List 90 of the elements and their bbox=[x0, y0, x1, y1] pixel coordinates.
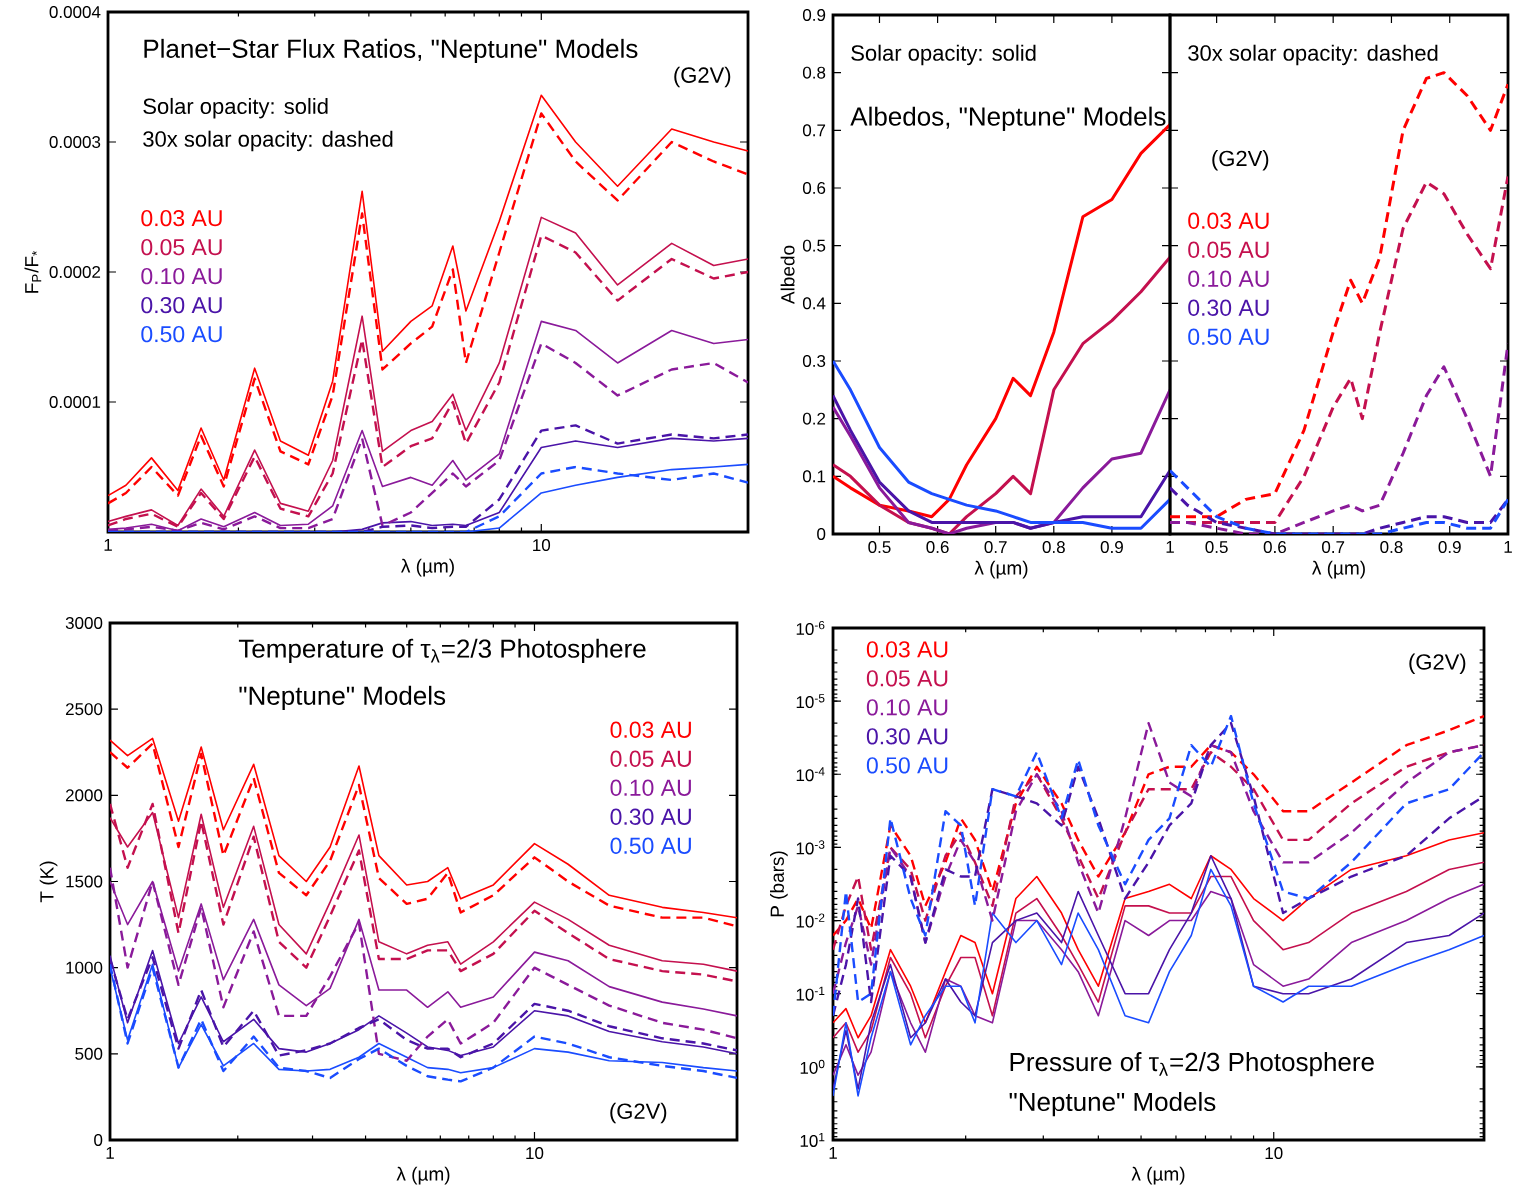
annotation: (G2V) bbox=[610, 1102, 667, 1124]
x-tick-label: 0.7 bbox=[984, 541, 1007, 554]
text: 0.50 AU bbox=[1188, 328, 1269, 345]
y-axis-title: F$_{P}$/F$_{*}$ bbox=[24, 250, 42, 293]
text: 0.50 AU bbox=[866, 757, 948, 774]
x-tick-label: 0.5 bbox=[1205, 541, 1228, 554]
y-tick-label: 2000 bbox=[65, 789, 103, 802]
text: 0.03 AU bbox=[1188, 212, 1269, 229]
x-tick-label: 0.6 bbox=[1263, 541, 1286, 554]
annotation: (G2V) bbox=[674, 66, 731, 88]
text: 0.10 AU bbox=[866, 699, 948, 716]
y-tick-label: 0.3 bbox=[802, 354, 826, 367]
y-tick-label: 10$^{-1}$ bbox=[796, 986, 825, 1001]
x-tick-label: 0.8 bbox=[1380, 541, 1403, 554]
y-tick-label: 10$^{-3}$ bbox=[796, 840, 825, 855]
text: 0.03 AU bbox=[866, 641, 948, 658]
x-tick-label: 10 bbox=[533, 539, 551, 552]
x-tick-label: 1 bbox=[104, 539, 112, 551]
text: Albedos, "Neptune" Models bbox=[850, 106, 1166, 131]
annotation: 30x solar opacity: dashed bbox=[1188, 44, 1438, 66]
y-tick-label: 1500 bbox=[66, 875, 103, 888]
x-tick-label: 1 bbox=[1166, 541, 1174, 553]
y-tick-label: 10$^{0}$ bbox=[800, 1059, 825, 1074]
x-tick-label: 1 bbox=[106, 1147, 114, 1159]
annotation: 30x solar opacity: dashed bbox=[143, 130, 393, 152]
x-tick-label: 0.7 bbox=[1322, 541, 1345, 554]
text: Planet−Star Flux Ratios, "Neptune" Models bbox=[144, 38, 638, 64]
annotation: Solar opacity: solid bbox=[143, 97, 328, 119]
text: 0.10 AU bbox=[1188, 270, 1269, 287]
y-axis-title: Albedo bbox=[780, 245, 795, 305]
text: 0.05 AU bbox=[1188, 241, 1269, 258]
text: 0.30 AU bbox=[866, 728, 948, 745]
y-tick-label: 10$^{-6}$ bbox=[796, 620, 825, 636]
x-tick-label: 1 bbox=[1504, 541, 1512, 553]
x-tick-label: 0.6 bbox=[926, 541, 949, 554]
y-tick-label: 0.0001 bbox=[49, 395, 101, 408]
annotation: (G2V) bbox=[1212, 150, 1269, 171]
x-tick-label: 0.8 bbox=[1042, 541, 1065, 554]
text: 0.30 AU bbox=[141, 296, 222, 314]
x-tick-label: 0.9 bbox=[1100, 541, 1123, 554]
y-tick-label: 0.5 bbox=[802, 239, 826, 252]
x-axis-title: λ (µm) bbox=[401, 558, 454, 577]
text: Pressure of τ$_{λ}$=2/3 Photosphere bbox=[1010, 1052, 1374, 1077]
x-tick-label: 10 bbox=[1265, 1147, 1283, 1160]
text: Temperature of τ$_{λ}$=2/3 Photosphere bbox=[238, 638, 646, 664]
y-tick-label: 10$^{-4}$ bbox=[796, 767, 825, 782]
y-tick-label: 0.6 bbox=[802, 181, 826, 194]
x-tick-label: 1 bbox=[829, 1147, 837, 1159]
text: 0.50 AU bbox=[141, 325, 222, 343]
text: 0.03 AU bbox=[141, 209, 222, 227]
y-tick-label: 0 bbox=[94, 1133, 103, 1146]
y-tick-label: 0.0003 bbox=[49, 135, 101, 148]
text: 0.30 AU bbox=[610, 808, 691, 825]
x-tick-label: 0.9 bbox=[1438, 541, 1461, 554]
x-axis-title: λ (µm) bbox=[1312, 560, 1365, 579]
x-tick-label: 0.5 bbox=[868, 541, 891, 554]
x-tick-label: 10 bbox=[526, 1147, 544, 1160]
annotation: Solar opacity: solid bbox=[851, 44, 1036, 66]
x-axis-title: λ (µm) bbox=[1131, 1166, 1185, 1185]
annotation: (G2V) bbox=[1409, 653, 1466, 675]
y-tick-label: 0.9 bbox=[802, 8, 826, 21]
y-tick-label: 0.4 bbox=[802, 297, 826, 310]
y-tick-label: 0.7 bbox=[802, 124, 826, 137]
y-tick-label: 0.0002 bbox=[49, 265, 101, 278]
y-axis-title: T (K) bbox=[39, 861, 58, 903]
text: "Neptune" Models bbox=[1009, 1092, 1216, 1117]
y-tick-label: 3000 bbox=[65, 616, 103, 629]
y-tick-label: 0.0004 bbox=[49, 5, 101, 18]
text: 0.05 AU bbox=[610, 750, 691, 767]
text: 0.10 AU bbox=[141, 267, 222, 285]
y-axis-title: P (bars) bbox=[770, 851, 788, 917]
text: 0.03 AU bbox=[610, 721, 691, 738]
text: 0.10 AU bbox=[610, 779, 691, 796]
y-tick-label: 10$^{-2}$ bbox=[796, 913, 825, 928]
text: 0.50 AU bbox=[610, 837, 691, 854]
y-tick-label: 0.2 bbox=[802, 412, 826, 425]
y-tick-label: 10$^{-5}$ bbox=[796, 694, 825, 709]
y-tick-label: 500 bbox=[75, 1047, 103, 1060]
text: "Neptune" Models bbox=[239, 685, 446, 711]
text: 0.30 AU bbox=[1188, 299, 1269, 316]
x-axis-title: λ (µm) bbox=[396, 1166, 450, 1185]
x-axis-title: λ (µm) bbox=[974, 560, 1028, 579]
y-tick-label: 0.1 bbox=[802, 470, 826, 483]
y-tick-label: 2500 bbox=[65, 703, 103, 716]
y-tick-label: 1000 bbox=[66, 961, 103, 974]
y-tick-label: 0 bbox=[817, 527, 826, 540]
y-tick-label: 0.8 bbox=[802, 66, 826, 79]
y-tick-label: 10$^{1}$ bbox=[800, 1132, 825, 1147]
text: 0.05 AU bbox=[141, 238, 222, 256]
text: 0.05 AU bbox=[866, 670, 948, 687]
